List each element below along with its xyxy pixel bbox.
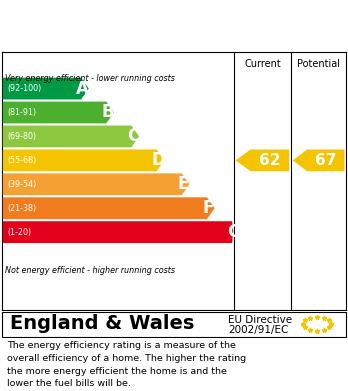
Text: C: C	[127, 127, 139, 145]
Text: B: B	[101, 104, 114, 122]
Text: Energy Efficiency Rating: Energy Efficiency Rating	[10, 15, 232, 30]
Text: England & Wales: England & Wales	[10, 314, 195, 334]
Polygon shape	[3, 78, 89, 99]
Text: EU Directive: EU Directive	[228, 316, 292, 325]
Text: 2002/91/EC: 2002/91/EC	[228, 325, 288, 335]
Text: (1-20): (1-20)	[7, 228, 31, 237]
Text: F: F	[203, 199, 214, 217]
Text: 62: 62	[259, 153, 280, 168]
Polygon shape	[3, 173, 189, 195]
Text: (69-80): (69-80)	[7, 132, 36, 141]
Text: (55-68): (55-68)	[7, 156, 36, 165]
Polygon shape	[3, 221, 233, 243]
Polygon shape	[3, 149, 164, 171]
Text: (21-38): (21-38)	[7, 204, 36, 213]
Text: The energy efficiency rating is a measure of the
overall efficiency of a home. T: The energy efficiency rating is a measur…	[7, 341, 246, 389]
Text: 67: 67	[315, 153, 337, 168]
Text: G: G	[227, 223, 240, 241]
Text: E: E	[177, 175, 189, 193]
Text: Potential: Potential	[297, 59, 340, 69]
Polygon shape	[3, 102, 114, 124]
Text: (92-100): (92-100)	[7, 84, 41, 93]
Text: (39-54): (39-54)	[7, 180, 36, 189]
Text: Current: Current	[244, 59, 281, 69]
Text: D: D	[151, 151, 165, 169]
Text: Not energy efficient - higher running costs: Not energy efficient - higher running co…	[5, 265, 175, 274]
Polygon shape	[3, 197, 215, 219]
Text: A: A	[76, 80, 89, 98]
Polygon shape	[236, 149, 289, 171]
Text: Very energy efficient - lower running costs: Very energy efficient - lower running co…	[5, 74, 175, 83]
Polygon shape	[3, 126, 139, 147]
Text: (81-91): (81-91)	[7, 108, 36, 117]
Polygon shape	[293, 149, 345, 171]
